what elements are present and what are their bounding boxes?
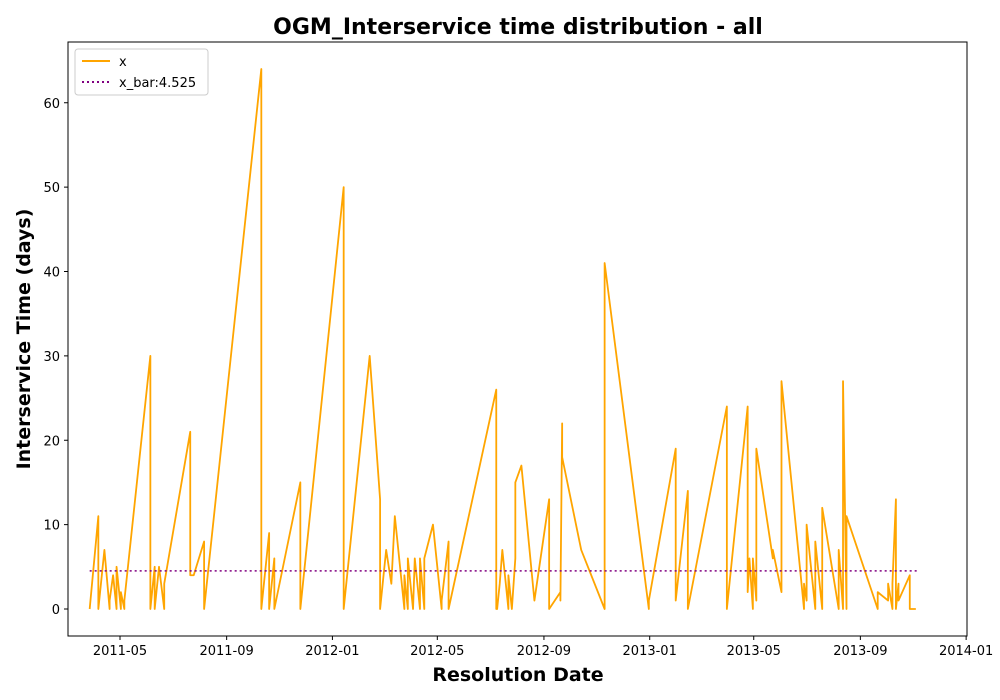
y-tick-label: 20 (43, 434, 60, 449)
y-tick-label: 60 (43, 97, 60, 112)
plot-frame (67, 41, 968, 637)
series-line-x (88, 68, 916, 610)
y-tick-label: 40 (43, 266, 60, 281)
x-axis: 2011-05 2011-09 2012-01 2012-05 2012-09 2013-… (93, 636, 993, 659)
legend-label-x-bar: x_bar:4.525 (119, 76, 196, 91)
chart-title: OGM_Interservice time distribution - all (273, 15, 763, 40)
legend: x x_bar:4.525 (74, 48, 209, 96)
y-axis-label: Interservice Time (days) (13, 209, 35, 470)
y-axis: 0 10 20 30 40 50 60 (43, 97, 68, 618)
x-tick-label: 2012-09 (517, 644, 571, 659)
x-tick-label: 2013-09 (833, 644, 887, 659)
x-tick-label: 2012-05 (410, 644, 464, 659)
y-tick-label: 30 (43, 350, 60, 365)
x-tick-label: 2013-01 (623, 644, 677, 659)
x-tick-label: 2011-05 (93, 644, 147, 659)
plot-area (67, 41, 968, 637)
y-tick-label: 0 (52, 603, 60, 618)
legend-label-x: x (119, 55, 127, 70)
x-tick-label: 2014-01 (939, 644, 993, 659)
x-tick-label: 2011-09 (199, 644, 253, 659)
x-tick-label: 2012-01 (305, 644, 359, 659)
y-tick-label: 10 (43, 519, 60, 534)
x-tick-label: 2013-05 (727, 644, 781, 659)
y-tick-label: 50 (43, 181, 60, 196)
x-axis-label: Resolution Date (432, 664, 603, 686)
series-layer (88, 68, 918, 610)
